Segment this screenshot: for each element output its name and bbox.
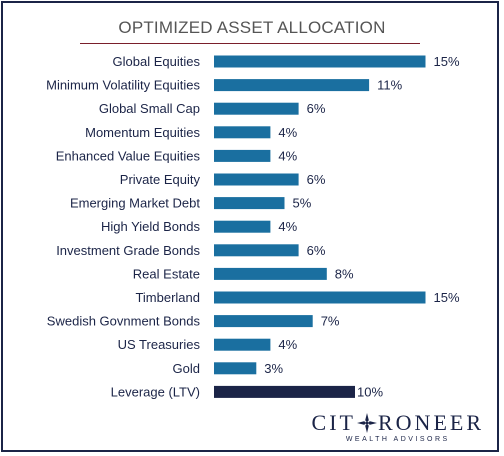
compass-star-icon — [357, 413, 377, 433]
title-underline — [80, 43, 420, 44]
category-label: Private Equity — [120, 172, 201, 187]
bar — [214, 55, 426, 68]
bar — [214, 315, 313, 328]
value-label: 7% — [321, 314, 340, 329]
logo-text-left: CIT — [311, 410, 356, 435]
bar — [214, 79, 370, 92]
bar — [214, 149, 271, 162]
category-label: Leverage (LTV) — [111, 384, 200, 399]
company-logo: CIT RONEER WEALTH ADVISORS — [312, 412, 484, 444]
category-label: Enhanced Value Equities — [56, 148, 201, 163]
category-label: Momentum Equities — [85, 125, 200, 140]
bar — [214, 197, 285, 210]
value-label: 6% — [307, 172, 326, 187]
logo-wordmark: CIT RONEER — [312, 412, 484, 434]
value-label: 6% — [307, 101, 326, 116]
category-label: Real Estate — [133, 266, 200, 281]
category-label: High Yield Bonds — [101, 219, 201, 234]
value-label: 5% — [293, 196, 312, 211]
bar — [214, 291, 426, 304]
category-label: Swedish Govnment Bonds — [47, 314, 201, 329]
value-label: 10% — [357, 384, 383, 399]
bar — [214, 362, 257, 375]
bar — [214, 338, 271, 351]
bar — [214, 220, 271, 233]
bar — [214, 385, 355, 398]
category-label: Investment Grade Bonds — [56, 243, 200, 258]
bar — [214, 173, 299, 186]
category-label: Global Equities — [113, 54, 201, 69]
value-label: 4% — [278, 337, 297, 352]
value-label: 15% — [434, 54, 460, 69]
value-label: 11% — [377, 78, 402, 93]
bar — [214, 244, 299, 257]
value-label: 15% — [434, 290, 460, 305]
bar — [214, 126, 271, 139]
category-label: Emerging Market Debt — [70, 196, 200, 211]
category-label: Gold — [173, 361, 200, 376]
category-label: Minimum Volatility Equities — [46, 78, 200, 93]
value-label: 4% — [278, 219, 297, 234]
chart-title: OPTIMIZED ASSET ALLOCATION — [118, 18, 386, 37]
logo-subtitle: WEALTH ADVISORS — [345, 436, 450, 443]
logo-text-right: RONEER — [378, 410, 484, 435]
value-label: 6% — [307, 243, 326, 258]
category-label: Global Small Cap — [99, 101, 200, 116]
bar — [214, 267, 327, 280]
value-label: 8% — [335, 266, 354, 281]
category-label: Timberland — [135, 290, 200, 305]
value-label: 4% — [278, 125, 297, 140]
category-label: US Treasuries — [118, 337, 201, 352]
bar — [214, 102, 299, 115]
value-label: 3% — [264, 361, 283, 376]
value-label: 4% — [278, 148, 297, 163]
